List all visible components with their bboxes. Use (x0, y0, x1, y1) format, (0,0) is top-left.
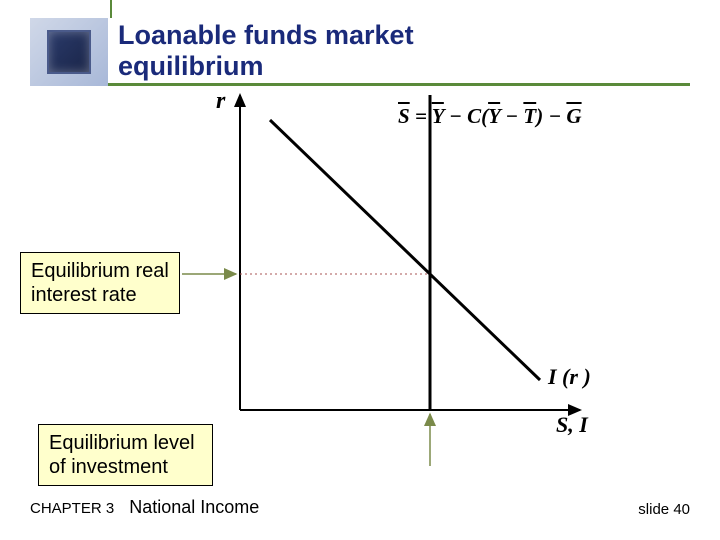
chapter-label: CHAPTER 3 (30, 500, 114, 517)
annotation-rate-line1: Equilibrium real (31, 260, 169, 282)
chart-svg (170, 90, 630, 510)
x-axis-label: S, I (556, 412, 588, 438)
annotation-investment-line1: Equilibrium level (49, 432, 195, 454)
chapter-title: National Income (129, 497, 259, 517)
logo-box (30, 18, 108, 86)
title-line-1: Loanable funds market (118, 20, 414, 50)
annotation-investment-line2: of investment (49, 456, 168, 478)
annotation-equilibrium-rate: Equilibrium real interest rate (20, 252, 180, 314)
chapter-footer: CHAPTER 3 National Income (30, 497, 259, 518)
annotation-rate-line2: interest rate (31, 284, 137, 306)
title-line-2: equilibrium (118, 51, 264, 81)
top-accent-line (110, 0, 112, 18)
demand-curve-label: I (r ) (548, 364, 591, 390)
annotation-equilibrium-investment: Equilibrium level of investment (38, 424, 213, 486)
slide-title: Loanable funds market equilibrium (118, 20, 414, 82)
slide-number: slide 40 (638, 501, 690, 518)
header: Loanable funds market equilibrium (30, 18, 690, 86)
logo-inner-square (47, 30, 91, 74)
